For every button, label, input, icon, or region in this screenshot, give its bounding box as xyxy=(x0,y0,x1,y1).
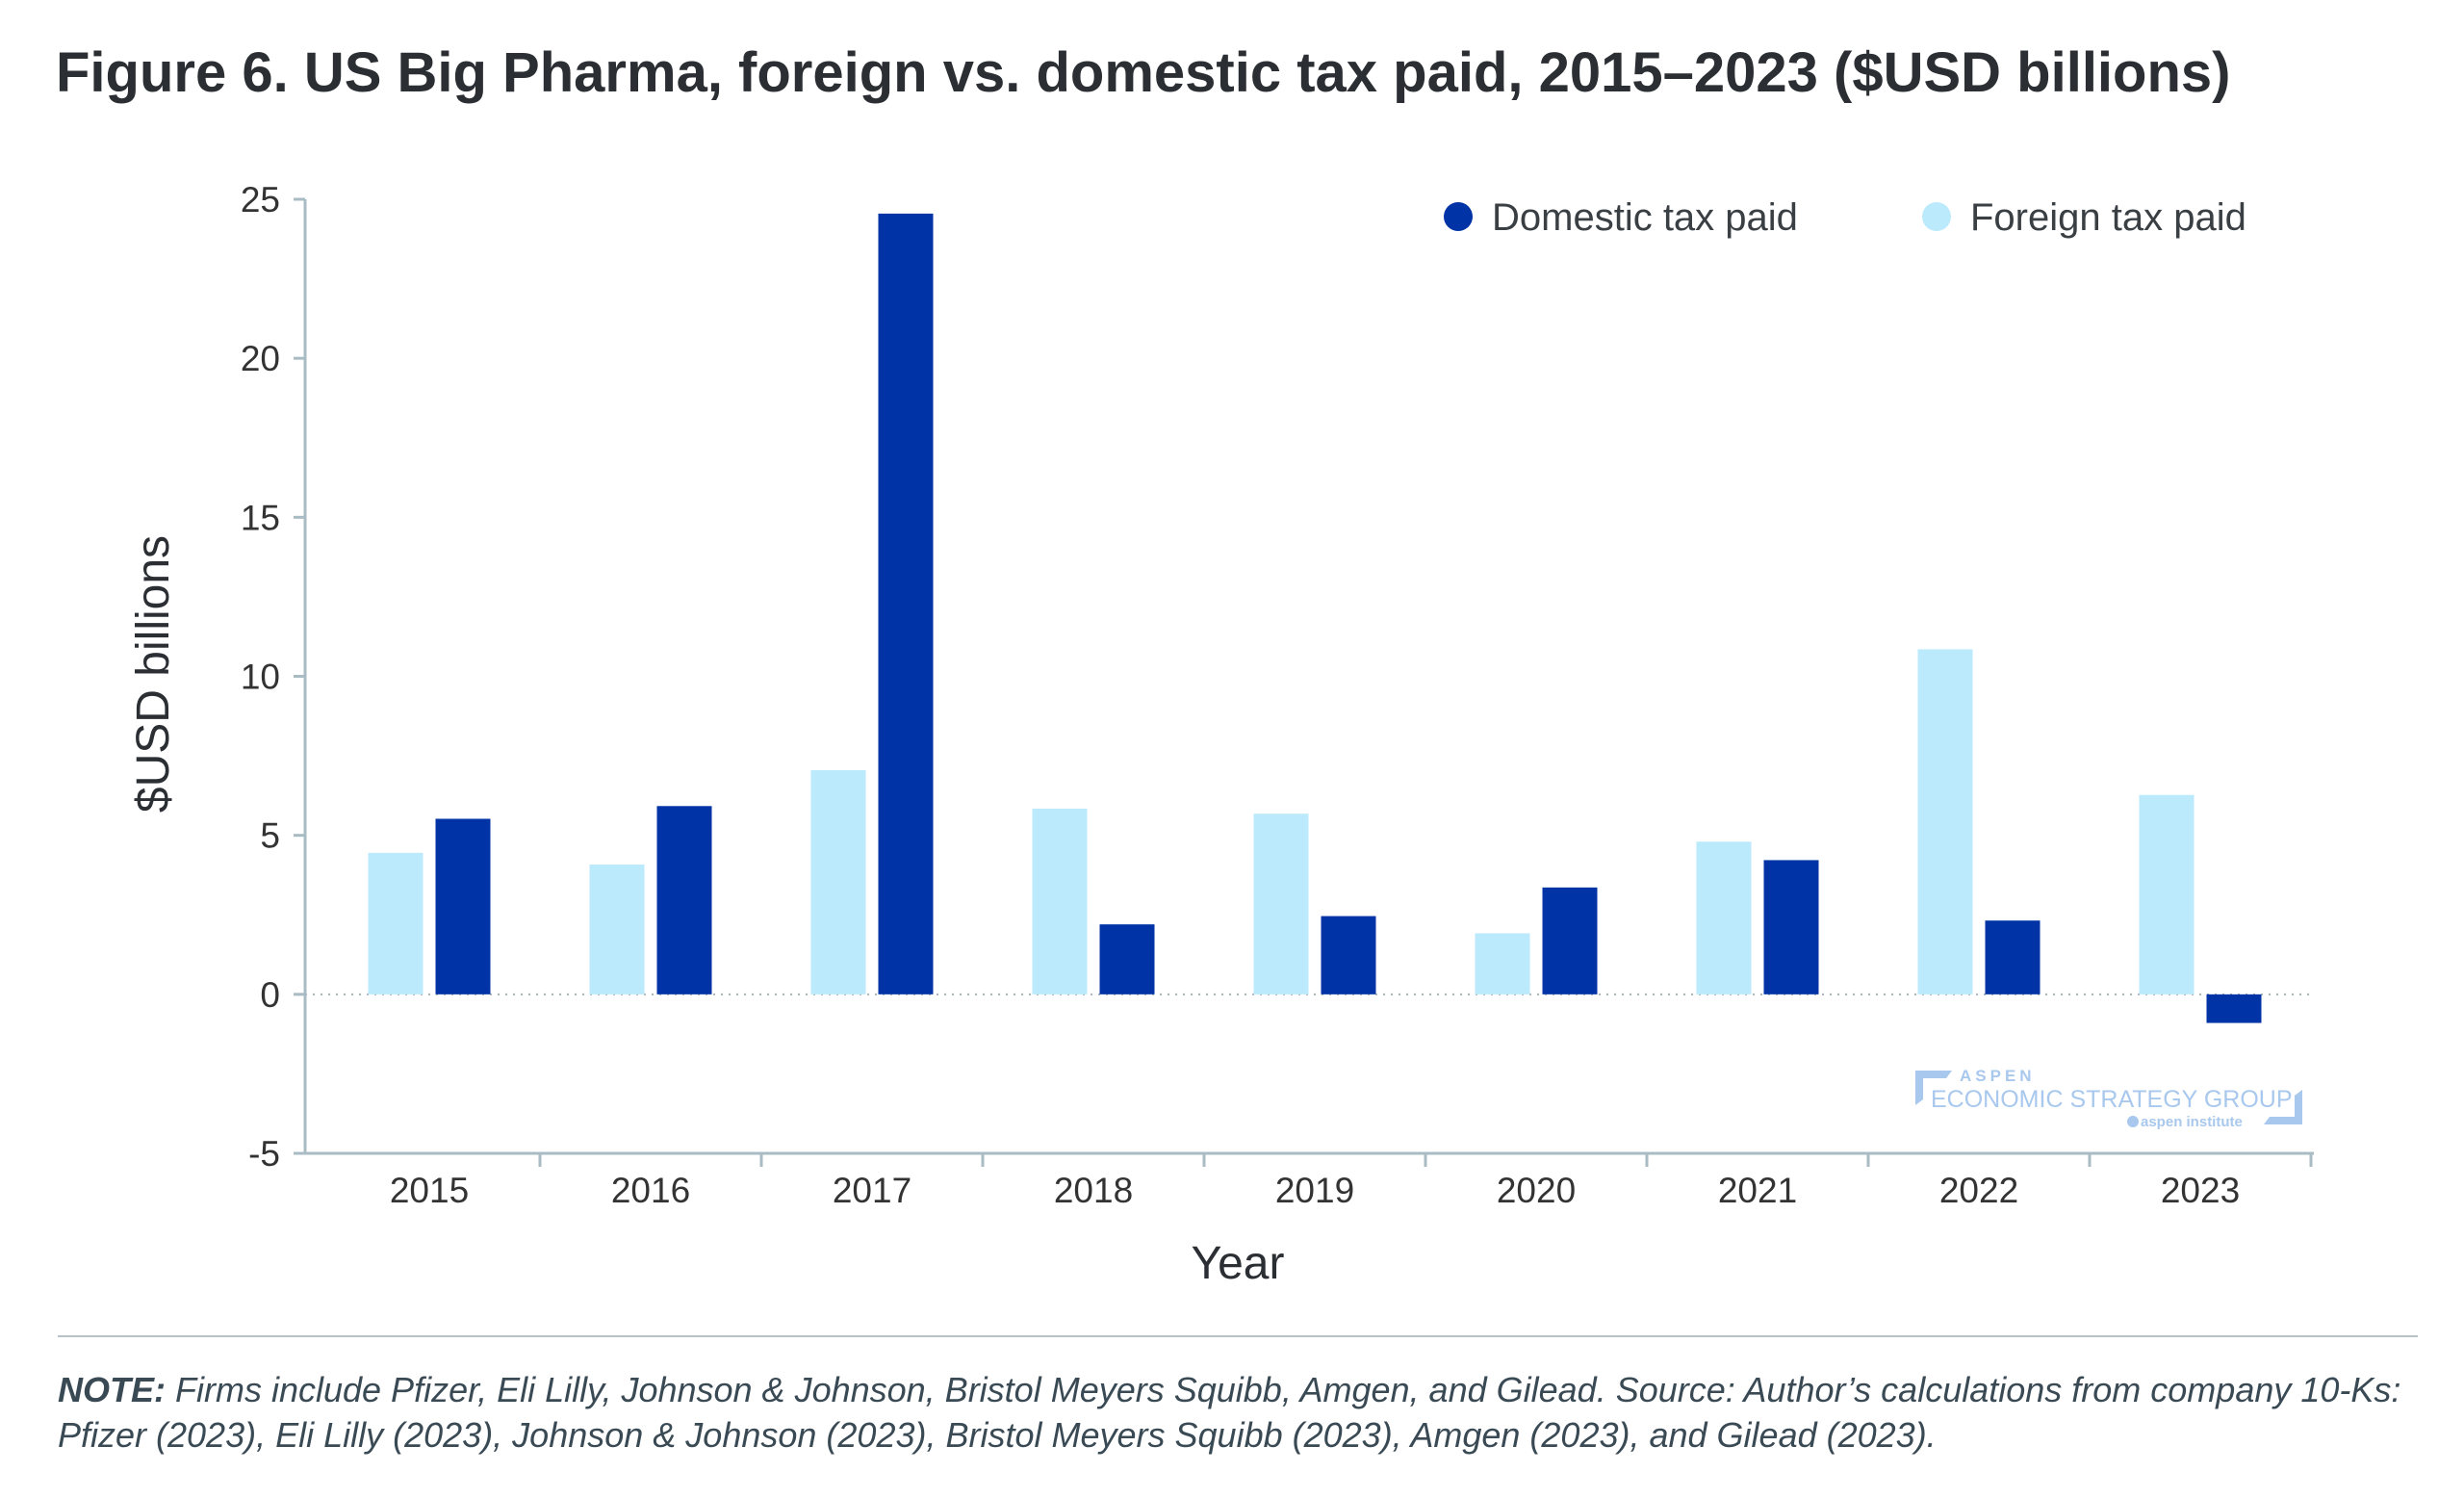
svg-text:ECONOMIC STRATEGY GROUP: ECONOMIC STRATEGY GROUP xyxy=(1931,1086,2293,1113)
y-tick-label: 25 xyxy=(241,180,280,220)
y-tick-label: 20 xyxy=(241,339,280,378)
bar-foreign-2019 xyxy=(1253,814,1309,994)
x-tick-label: 2020 xyxy=(1497,1171,1576,1210)
x-tick-label: 2015 xyxy=(390,1171,469,1210)
bar-domestic-2022 xyxy=(1985,920,2040,994)
bar-domestic-2023 xyxy=(2206,994,2262,1023)
legend-marker-foreign xyxy=(1922,202,1951,231)
aspen-logo-watermark: ASPEN ECONOMIC STRATEGY GROUP aspen inst… xyxy=(1915,1067,2302,1130)
x-axis-label: Year xyxy=(1192,1238,1285,1289)
bar-foreign-2018 xyxy=(1032,808,1088,994)
bar-foreign-2022 xyxy=(1917,649,1973,994)
bar-domestic-2019 xyxy=(1321,916,1376,994)
divider xyxy=(58,1335,2418,1337)
y-axis-label: $USD billions xyxy=(128,535,179,813)
legend-marker-domestic xyxy=(1444,202,1473,231)
bar-domestic-2021 xyxy=(1763,860,1819,994)
x-tick-label: 2016 xyxy=(611,1171,690,1210)
note-text: Firms include Pfizer, Eli Lilly, Johnson… xyxy=(58,1370,2401,1455)
bar-chart: -5 0 5 10 15 20 25 2015 2016 2017 2018 2019 2020 2021… xyxy=(128,180,2314,1289)
chart-title: Figure 6. US Big Pharma, foreign vs. dom… xyxy=(56,41,2231,104)
x-tick-label: 2017 xyxy=(833,1171,911,1210)
svg-text:aspen institute: aspen institute xyxy=(2141,1114,2243,1130)
legend: Domestic tax paid Foreign tax paid xyxy=(1444,196,2246,239)
svg-text:ASPEN: ASPEN xyxy=(1960,1067,2036,1085)
bar-foreign-2015 xyxy=(368,852,424,994)
bar-foreign-2017 xyxy=(810,769,866,994)
legend-label-domestic: Domestic tax paid xyxy=(1492,196,1798,239)
y-tick-label: 15 xyxy=(241,498,280,537)
x-tick-label: 2021 xyxy=(1718,1171,1797,1210)
x-tick-label: 2022 xyxy=(1939,1171,2018,1210)
bars xyxy=(368,213,2262,1023)
chart-note: NOTE: Firms include Pfizer, Eli Lilly, J… xyxy=(58,1367,2426,1458)
y-tick-label: 5 xyxy=(260,816,280,856)
bar-domestic-2017 xyxy=(878,213,934,994)
legend-label-foreign: Foreign tax paid xyxy=(1970,196,2246,239)
y-tick-label: 10 xyxy=(241,658,280,697)
bar-foreign-2020 xyxy=(1475,933,1530,994)
x-tick-label: 2019 xyxy=(1275,1171,1354,1210)
axes: -5 0 5 10 15 20 25 2015 2016 2017 2018 2019 2020 2021… xyxy=(241,180,2314,1210)
bar-foreign-2023 xyxy=(2139,794,2194,994)
bar-domestic-2018 xyxy=(1099,924,1155,994)
x-tick-label: 2018 xyxy=(1054,1171,1133,1210)
bar-foreign-2016 xyxy=(589,865,645,994)
bar-domestic-2020 xyxy=(1542,887,1598,994)
x-tick-label: 2023 xyxy=(2161,1171,2240,1210)
bar-domestic-2015 xyxy=(435,818,491,994)
y-tick-label: 0 xyxy=(260,975,280,1015)
note-label: NOTE: xyxy=(58,1370,166,1409)
bar-foreign-2021 xyxy=(1696,841,1752,994)
y-tick-label: -5 xyxy=(248,1134,280,1174)
bar-domestic-2016 xyxy=(656,806,712,994)
